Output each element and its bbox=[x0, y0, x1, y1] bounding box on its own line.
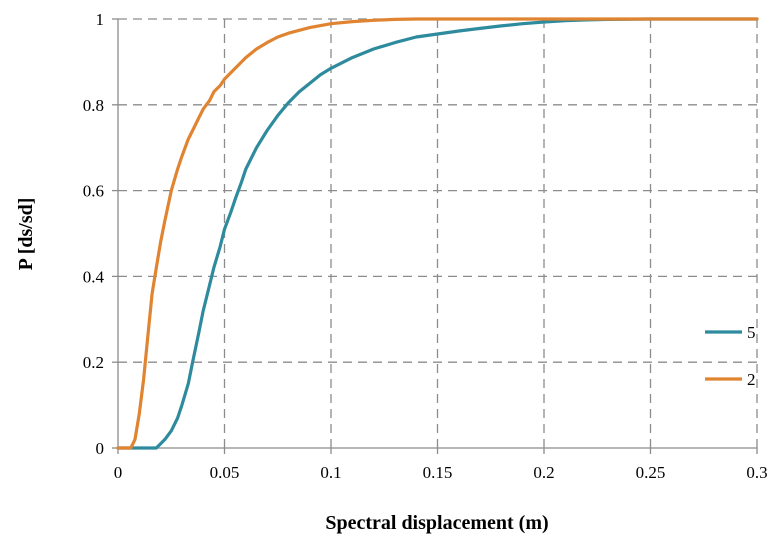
y-tick-label: 0 bbox=[96, 439, 105, 458]
x-axis-title: Spectral displacement (m) bbox=[325, 512, 548, 534]
y-tick-label: 0.6 bbox=[83, 182, 104, 201]
x-tick-labels: 0 0.05 0.1 0.15 0.2 0.25 0.3 bbox=[114, 463, 768, 482]
series-line-2 bbox=[116, 17, 759, 450]
x-tick-label: 0.25 bbox=[636, 463, 666, 482]
y-tick-label: 0.2 bbox=[83, 353, 104, 372]
y-tick-labels: 0 0.2 0.4 0.6 0.8 1 bbox=[83, 10, 105, 458]
y-tick-label: 1 bbox=[96, 10, 105, 29]
y-tick-label: 0.8 bbox=[83, 96, 104, 115]
y-tick-label: 0.4 bbox=[83, 267, 105, 286]
legend: 52 bbox=[705, 323, 756, 389]
x-tick-label: 0.1 bbox=[320, 463, 341, 482]
x-tick-label: 0 bbox=[114, 463, 123, 482]
x-tick-label: 0.2 bbox=[533, 463, 554, 482]
series-lines bbox=[116, 17, 759, 450]
x-tick-label: 0.05 bbox=[210, 463, 240, 482]
series-line-5 bbox=[116, 17, 759, 450]
x-tick-label: 0.3 bbox=[746, 463, 767, 482]
legend-label: 2 bbox=[747, 370, 756, 389]
axes bbox=[112, 18, 758, 454]
x-tick-label: 0.15 bbox=[423, 463, 453, 482]
legend-label: 5 bbox=[747, 323, 756, 342]
y-axis-title: P [ds/sd] bbox=[15, 198, 37, 271]
grid-lines bbox=[118, 18, 758, 448]
